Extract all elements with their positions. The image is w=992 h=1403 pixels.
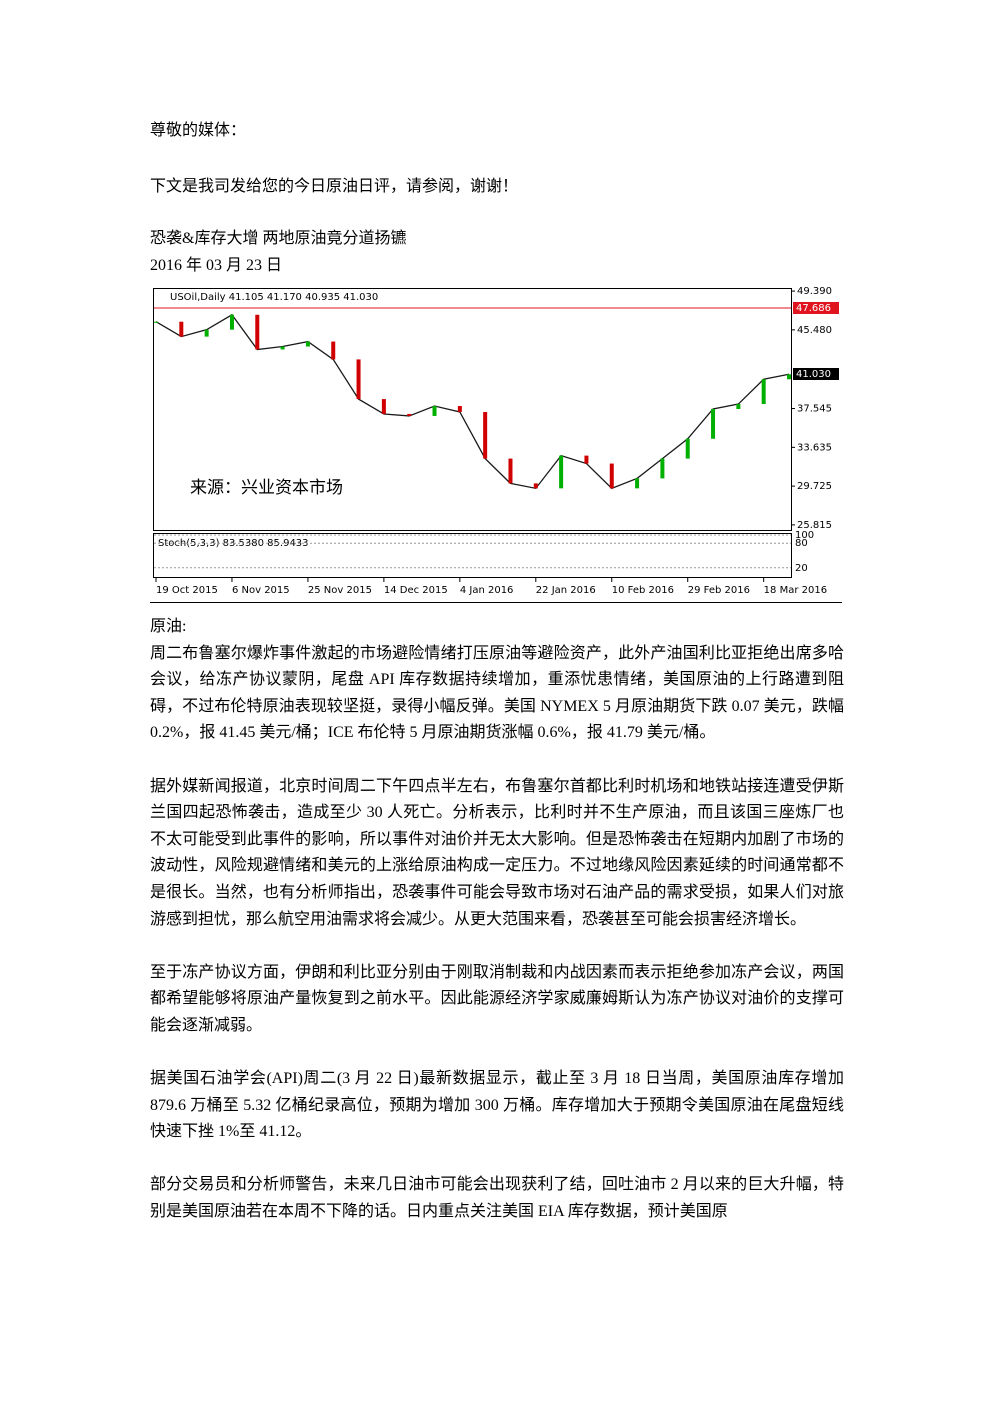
paragraph: 部分交易员和分析师警告，未来几日油市可能会出现获利了结，回吐油市 2 月以来的巨… bbox=[150, 1176, 844, 1221]
x-tick-label: 25 Nov 2015 bbox=[308, 585, 372, 596]
candle bbox=[761, 379, 766, 405]
candle bbox=[407, 413, 412, 416]
candle bbox=[635, 478, 640, 489]
oscillator-label: Stoch(5,3,3) 83.5380 85.9433 bbox=[158, 538, 309, 549]
paragraph: 据美国石油学会(API)周二(3 月 22 日)最新数据显示，截止至 3 月 1… bbox=[150, 1070, 844, 1141]
x-tick-label: 19 Oct 2015 bbox=[156, 585, 218, 596]
candle bbox=[584, 455, 589, 464]
greeting: 尊敬的媒体： bbox=[150, 122, 247, 139]
candle bbox=[255, 314, 260, 350]
x-tick-label: 22 Jan 2016 bbox=[536, 585, 596, 596]
x-tick-label: 4 Jan 2016 bbox=[460, 585, 514, 596]
candle bbox=[711, 409, 716, 439]
candle bbox=[280, 346, 285, 350]
candle bbox=[356, 359, 361, 400]
candle bbox=[457, 406, 462, 412]
x-tick-label: 14 Dec 2015 bbox=[384, 585, 448, 596]
y-tick-label: 33.635 bbox=[797, 442, 832, 453]
last-price-bg bbox=[793, 367, 839, 380]
paragraph: 周二布鲁塞尔爆炸事件激起的市场避险情绪打压原油等避险资产，此外产油国利比亚拒绝出… bbox=[150, 644, 844, 742]
candle bbox=[305, 341, 310, 347]
section-label: 原油: bbox=[150, 618, 187, 635]
candle bbox=[331, 341, 336, 360]
y-tick-label: 45.480 bbox=[797, 325, 832, 336]
candle bbox=[508, 458, 513, 484]
paragraph: 据外媒新闻报道，北京时间周二下午四点半左右，布鲁塞尔首都比利时机场和地铁站接连遭… bbox=[150, 777, 844, 928]
candle bbox=[533, 483, 538, 489]
x-tick-label: 10 Feb 2016 bbox=[612, 585, 674, 596]
y-tick-label: 29.725 bbox=[797, 481, 832, 492]
candle bbox=[660, 458, 665, 479]
paragraph: 至于冻产协议方面，伊朗和利比亚分别由于刚取消制裁和内战因素而表示拒绝参加冻产会议… bbox=[150, 963, 844, 1034]
candle bbox=[432, 406, 437, 416]
chart-bg bbox=[150, 283, 842, 605]
body-text: 原油: 周二布鲁塞尔爆炸事件激起的市场避险情绪打压原油等避险资产，此外产油国利比… bbox=[150, 614, 844, 1252]
candle bbox=[609, 463, 614, 489]
price-line bbox=[155, 313, 790, 490]
candle bbox=[787, 374, 791, 380]
level-label-bg bbox=[793, 301, 839, 314]
chart-figure: USOil,Daily 41.105 41.170 40.935 41.030 … bbox=[150, 283, 842, 605]
x-tick-label: 29 Feb 2016 bbox=[688, 585, 750, 596]
candle bbox=[685, 438, 690, 459]
candle bbox=[483, 411, 488, 459]
candle bbox=[204, 329, 209, 337]
osc-tick-label: 20 bbox=[795, 563, 808, 574]
chart-header: USOil,Daily 41.105 41.170 40.935 41.030 bbox=[170, 292, 378, 303]
date: 2016 年 03 月 23 日 bbox=[150, 257, 283, 274]
candle bbox=[559, 455, 564, 489]
level-label: 47.686 bbox=[796, 303, 831, 314]
candle bbox=[229, 314, 234, 330]
y-tick-label: 49.390 bbox=[797, 286, 832, 297]
oscillator-panel bbox=[153, 533, 792, 578]
candle bbox=[154, 321, 158, 323]
watermark: 来源：兴业资本市场 bbox=[190, 478, 343, 497]
candle bbox=[179, 321, 184, 337]
headline: 恐袭&库存大增 两地原油竟分道扬镳 bbox=[150, 230, 407, 247]
y-tick-label: 25.815 bbox=[797, 520, 832, 531]
candle bbox=[736, 404, 741, 410]
last-price-label: 41.030 bbox=[796, 369, 831, 380]
price-panel bbox=[153, 288, 792, 531]
x-tick-label: 6 Nov 2015 bbox=[232, 585, 290, 596]
osc-tick-label: 80 bbox=[795, 538, 808, 549]
intro: 下文是我司发给您的今日原油日评，请参阅，谢谢！ bbox=[150, 178, 519, 195]
osc-tick-label: 100 bbox=[795, 530, 814, 541]
x-tick-label: 18 Mar 2016 bbox=[764, 585, 827, 596]
candle bbox=[381, 399, 386, 414]
y-tick-label: 37.545 bbox=[797, 404, 832, 415]
